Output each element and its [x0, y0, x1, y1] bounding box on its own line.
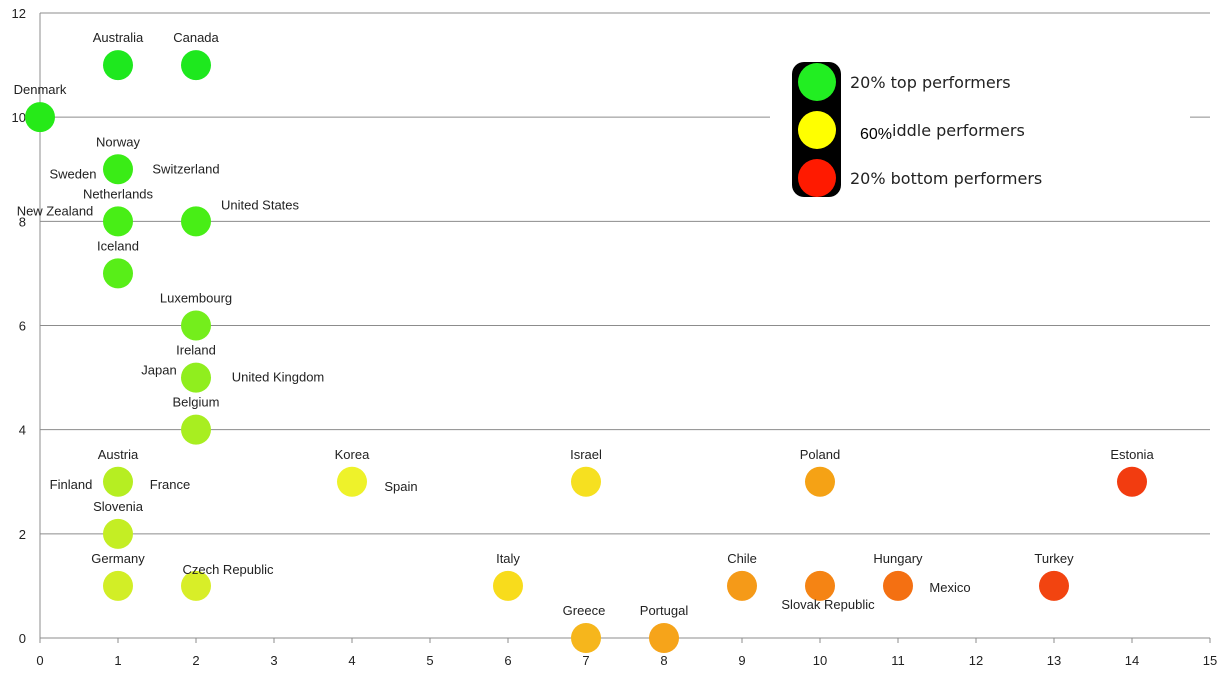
point-label: Iceland	[97, 238, 139, 253]
point-label: Slovenia	[93, 499, 144, 514]
point-label: Portugal	[640, 603, 689, 618]
point-label: Chile	[727, 551, 757, 566]
data-points	[25, 50, 1147, 653]
x-tick-label: 6	[504, 653, 511, 668]
legend-light	[798, 111, 836, 149]
x-tick-label: 7	[582, 653, 589, 668]
point-marker	[805, 570, 835, 601]
point-label: Germany	[91, 551, 145, 566]
point-marker	[571, 623, 601, 653]
point-label: Luxembourg	[160, 291, 232, 306]
legend-overlay-box	[846, 118, 892, 146]
grid-lines	[40, 12, 1210, 535]
point-marker	[181, 206, 211, 237]
x-tick-label: 11	[891, 653, 905, 668]
point-label: Spain	[384, 479, 417, 494]
point-label: Denmark	[14, 82, 67, 97]
point-marker	[103, 466, 133, 497]
point-label: Norway	[96, 134, 141, 149]
point-label: Hungary	[873, 551, 923, 566]
x-tick-label: 4	[348, 653, 355, 668]
point-marker	[337, 466, 367, 497]
x-tick-label: 9	[738, 653, 745, 668]
y-tick-label: 2	[19, 527, 26, 542]
point-label: Czech Republic	[182, 562, 274, 577]
x-tick-label: 15	[1203, 653, 1217, 668]
x-tick-label: 12	[969, 653, 983, 668]
y-tick-label: 0	[19, 631, 26, 646]
x-tick-label: 13	[1047, 653, 1061, 668]
point-marker	[571, 466, 601, 497]
point-label: Canada	[173, 30, 219, 45]
point-label: Belgium	[173, 395, 220, 410]
x-tick-label: 10	[813, 653, 827, 668]
point-marker	[493, 570, 523, 601]
y-tick-label: 8	[19, 214, 26, 229]
point-marker	[181, 414, 211, 445]
point-label: United States	[221, 197, 300, 212]
x-tick-label: 8	[660, 653, 667, 668]
point-marker	[103, 154, 133, 185]
point-label: Australia	[93, 30, 144, 45]
point-marker	[181, 570, 211, 601]
x-tick-label: 1	[114, 653, 121, 668]
point-marker	[181, 362, 211, 393]
y-tick-label: 4	[19, 423, 26, 438]
point-label: Korea	[335, 447, 370, 462]
y-tick-label: 12	[12, 6, 26, 21]
point-label: Italy	[496, 551, 520, 566]
point-label: Greece	[563, 603, 606, 618]
point-label: France	[150, 477, 190, 492]
legend-light	[798, 159, 836, 197]
point-label: Sweden	[50, 166, 97, 181]
x-tick-label: 2	[192, 653, 199, 668]
point-marker	[727, 570, 757, 601]
legend-label: 20% bottom performers	[850, 169, 1042, 188]
point-label: Netherlands	[83, 186, 154, 201]
point-marker	[1117, 466, 1147, 497]
point-label: Slovak Republic	[781, 597, 875, 612]
point-label: Poland	[800, 447, 840, 462]
point-label: Estonia	[1110, 447, 1154, 462]
point-label: Austria	[98, 447, 139, 462]
point-label: Israel	[570, 447, 602, 462]
legend-label: 20% top performers	[850, 73, 1011, 92]
point-marker	[103, 206, 133, 237]
legend-overlay-label: 60%	[860, 126, 892, 143]
point-marker	[103, 518, 133, 549]
legend-label: iddle performers	[892, 121, 1025, 140]
point-marker	[649, 623, 679, 653]
x-tick-label: 14	[1125, 653, 1139, 668]
point-label: Japan	[141, 363, 176, 378]
point-label: United Kingdom	[232, 370, 325, 385]
point-marker	[181, 50, 211, 81]
point-label: Ireland	[176, 343, 216, 358]
y-tick-label: 6	[19, 319, 26, 334]
point-marker	[805, 466, 835, 497]
point-marker	[1039, 570, 1069, 601]
point-label: Switzerland	[152, 161, 219, 176]
point-marker	[103, 258, 133, 289]
point-label: Finland	[50, 477, 93, 492]
x-tick-label: 3	[270, 653, 277, 668]
point-label: Turkey	[1034, 551, 1074, 566]
x-tick-label: 5	[426, 653, 433, 668]
point-label: New Zealand	[17, 203, 94, 218]
point-marker	[181, 310, 211, 341]
point-marker	[883, 570, 913, 601]
point-marker	[25, 102, 55, 133]
y-tick-label: 10	[12, 110, 26, 125]
point-marker	[103, 50, 133, 81]
point-label: Mexico	[929, 580, 970, 595]
point-marker	[103, 570, 133, 601]
legend-light	[798, 63, 836, 101]
x-tick-label: 0	[36, 653, 43, 668]
legend: 20% top performers iddle performers 20% bo…	[770, 62, 1190, 197]
point-labels: Australia Canada Denmark Norway Sweden Switze…	[14, 30, 1155, 618]
